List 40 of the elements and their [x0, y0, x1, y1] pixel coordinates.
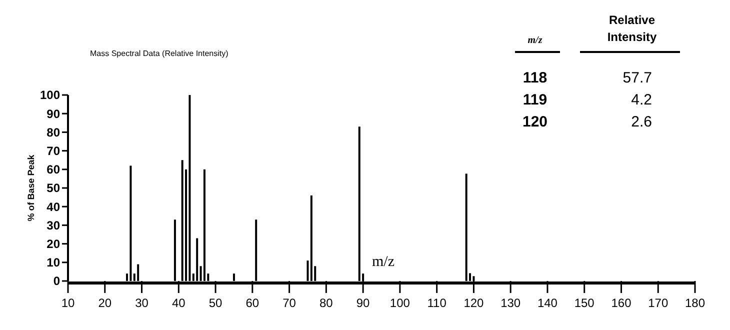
x-tick-label: 60 — [246, 296, 260, 310]
x-tick-label: 130 — [500, 296, 521, 310]
y-tick-label: 90 — [46, 106, 60, 121]
x-tick-label: 90 — [356, 296, 370, 310]
x-tick-label: 140 — [537, 296, 558, 310]
text: m/z — [528, 35, 542, 46]
text: 57.7 — [622, 69, 652, 86]
x-tick-label: 110 — [427, 296, 447, 310]
chart-title: Mass Spectral Data (Relative Intensity) — [90, 49, 229, 58]
x-tick-label: 80 — [319, 296, 334, 310]
y-tick-label: 0 — [53, 274, 60, 288]
y-tick-label: 70 — [46, 144, 60, 158]
x-axis-title: m/z — [372, 254, 395, 270]
x-tick-label: 120 — [464, 296, 484, 310]
y-tick-label: 20 — [46, 237, 60, 251]
x-tick-label: 40 — [172, 296, 186, 310]
text: Relative Intensity — [607, 13, 657, 44]
x-tick-label: 30 — [135, 296, 149, 310]
annotation: 119 — [522, 91, 548, 108]
x-tick-label: 50 — [208, 296, 223, 310]
text: 118 — [522, 69, 548, 86]
annotation: 2.6 — [631, 113, 652, 130]
x-tick-label: 150 — [574, 296, 595, 310]
x-tick-label: 180 — [684, 296, 706, 310]
y-tick-label: 30 — [46, 218, 60, 232]
x-tick-label: 10 — [61, 296, 75, 310]
y-tick-label: 60 — [46, 162, 60, 177]
y-tick-label: 100 — [40, 88, 60, 102]
x-tick-label: 160 — [611, 296, 632, 310]
y-tick-label: 10 — [46, 256, 60, 270]
x-tick-label: 70 — [282, 296, 296, 310]
x-tick-label: 100 — [390, 296, 410, 310]
y-tick-label: 40 — [46, 200, 60, 214]
x-tick-label: 170 — [648, 296, 668, 310]
y-tick-label: 50 — [46, 181, 60, 196]
x-tick-label: 20 — [98, 296, 112, 310]
y-axis-title: % of Base Peak — [26, 154, 36, 222]
annotation: 4.2 — [631, 91, 652, 108]
annotation: 120 — [522, 113, 548, 130]
y-tick-label: 80 — [46, 125, 60, 140]
